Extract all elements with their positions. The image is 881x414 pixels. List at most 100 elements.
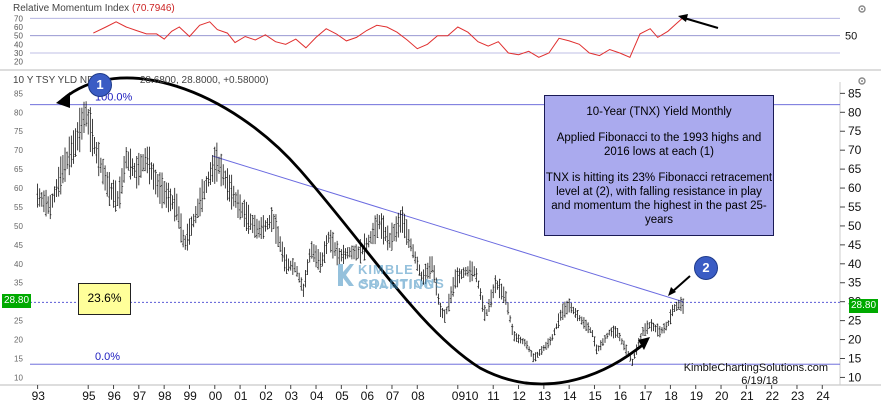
x-tick-label: 24 bbox=[816, 389, 830, 403]
y-tick-label-left: 40 bbox=[14, 260, 23, 269]
rsi-panel-title: Relative Momentum Index (70.7946) bbox=[13, 3, 175, 14]
price-ohlc-text: 28.6800, 28.8000, +0.58000) bbox=[139, 75, 269, 86]
rsi-axis-label: 60 bbox=[14, 23, 23, 32]
y-tick-label: 85 bbox=[848, 86, 862, 100]
y-tick-label: 35 bbox=[848, 276, 862, 290]
rsi-value: (70.7946) bbox=[131, 3, 175, 14]
watermark-line1: KIMBLE CHARTING bbox=[358, 262, 435, 292]
marker-two: 2 bbox=[694, 256, 718, 280]
x-tick-label: 14 bbox=[563, 389, 577, 403]
rsi-axis-label-right: 50 bbox=[845, 31, 857, 43]
x-tick-label: 17 bbox=[639, 389, 653, 403]
y-tick-label: 65 bbox=[848, 162, 862, 176]
x-tick-label: 97 bbox=[133, 389, 147, 403]
x-tick-label: 16 bbox=[614, 389, 628, 403]
annotation-line3: TNX is hitting its 23% Fibonacci retrace… bbox=[545, 172, 773, 226]
x-tick-label: 11 bbox=[487, 389, 500, 403]
settings-gear-icon[interactable] bbox=[857, 4, 867, 14]
falling-resistance-line bbox=[212, 155, 684, 303]
x-tick-label: 08 bbox=[411, 389, 425, 403]
x-tick-label: 02 bbox=[259, 389, 273, 403]
y-tick-label: 80 bbox=[848, 105, 862, 119]
x-tick-label: 23 bbox=[791, 389, 805, 403]
rsi-axis-label: 70 bbox=[14, 14, 23, 23]
x-tick-label: 20 bbox=[715, 389, 729, 403]
watermark-line2: SOLUTIONS bbox=[360, 276, 445, 291]
marker-two-arrowhead bbox=[668, 287, 676, 296]
credit-date: 6/19/18 bbox=[741, 375, 778, 387]
x-tick-label: 95 bbox=[82, 389, 96, 403]
rsi-title-text: Relative Momentum Index bbox=[13, 3, 130, 14]
x-tick-label: 07 bbox=[386, 389, 400, 403]
y-tick-label: 20 bbox=[848, 333, 862, 347]
x-tick-label: 99 bbox=[183, 389, 197, 403]
curve-arrowhead-right bbox=[638, 337, 650, 350]
rsi-axis-label: 50 bbox=[14, 32, 23, 41]
fib-23-badge: 23.6% bbox=[78, 283, 131, 315]
rsi-high-arrow bbox=[683, 17, 719, 29]
marker-two-arrow bbox=[671, 275, 691, 293]
x-tick-label: 18 bbox=[664, 389, 678, 403]
y-tick-label-left: 25 bbox=[14, 317, 23, 326]
x-tick-label: 93 bbox=[32, 389, 46, 403]
last-price-left: 28.80 bbox=[2, 294, 32, 308]
y-tick-label: 15 bbox=[848, 351, 862, 365]
price-panel-title: 10 Y TSY YLD NDX 28.6800, 28.8000, +0.58… bbox=[13, 75, 269, 86]
credit-site: KimbleChartingSolutions.com bbox=[683, 362, 828, 374]
curve-arrowhead-left bbox=[56, 92, 70, 108]
rsi-axis-label: 20 bbox=[14, 58, 23, 67]
y-tick-label: 45 bbox=[848, 238, 862, 252]
annotation-line2: Applied Fibonacci to the 1993 highs and … bbox=[556, 132, 762, 158]
y-tick-label-left: 60 bbox=[14, 184, 23, 193]
y-tick-label-left: 20 bbox=[14, 336, 23, 345]
y-tick-label: 75 bbox=[848, 124, 862, 138]
last-price-right: 28.80 bbox=[849, 299, 879, 313]
watermark-logo: KIMBLE CHARTING SOLUTIONS bbox=[338, 262, 488, 292]
x-tick-label: 15 bbox=[588, 389, 602, 403]
y-tick-label-left: 70 bbox=[14, 146, 23, 155]
y-tick-label: 60 bbox=[848, 181, 862, 195]
x-tick-label: 19 bbox=[690, 389, 704, 403]
x-tick-label: 96 bbox=[108, 389, 122, 403]
annotation-box: 10-Year (TNX) Yield Monthly Applied Fibo… bbox=[544, 95, 774, 236]
y-tick-label-left: 35 bbox=[14, 279, 23, 288]
x-tick-label: 06 bbox=[361, 389, 375, 403]
y-tick-label-left: 65 bbox=[14, 165, 23, 174]
y-tick-label: 25 bbox=[848, 314, 862, 328]
x-tick-label: 12 bbox=[513, 389, 527, 403]
marker-one: 1 bbox=[88, 73, 112, 97]
annotation-line1: 10-Year (TNX) Yield Monthly bbox=[586, 106, 732, 118]
y-tick-label-left: 45 bbox=[14, 241, 23, 250]
x-tick-label: 98 bbox=[158, 389, 172, 403]
rsi-high-arrowhead bbox=[678, 14, 688, 22]
y-tick-label: 70 bbox=[848, 143, 862, 157]
rsi-series-line bbox=[93, 17, 684, 58]
x-tick-label: 03 bbox=[285, 389, 299, 403]
rsi-axis-label: 40 bbox=[14, 40, 23, 49]
y-tick-label-left: 75 bbox=[14, 127, 23, 136]
y-tick-label-left: 55 bbox=[14, 203, 23, 212]
cycle-curve-arrow bbox=[61, 76, 646, 386]
y-tick-label-left: 15 bbox=[14, 354, 23, 363]
x-tick-label: 01 bbox=[234, 389, 248, 403]
x-tick-label: 04 bbox=[310, 389, 324, 403]
x-tick-label: 00 bbox=[209, 389, 223, 403]
x-tick-label: 05 bbox=[335, 389, 349, 403]
y-tick-label-left: 50 bbox=[14, 222, 23, 231]
y-tick-label-left: 85 bbox=[14, 89, 23, 98]
y-tick-label-left: 80 bbox=[14, 108, 23, 117]
price-title-text: 10 Y TSY YLD NDX bbox=[13, 75, 102, 86]
y-tick-label: 10 bbox=[848, 370, 862, 384]
x-tick-label: 21 bbox=[740, 389, 754, 403]
y-tick-label-left: 10 bbox=[14, 373, 23, 382]
settings-gear-icon-2[interactable] bbox=[857, 76, 867, 86]
watermark-k-icon bbox=[338, 264, 354, 286]
rsi-axis-label: 30 bbox=[14, 49, 23, 58]
x-tick-label: 0910 bbox=[452, 389, 479, 403]
y-tick-label: 50 bbox=[848, 219, 862, 233]
fib-level-label: 0.0% bbox=[95, 351, 120, 363]
y-tick-label: 40 bbox=[848, 257, 862, 271]
y-tick-label: 55 bbox=[848, 200, 862, 214]
x-tick-label: 22 bbox=[766, 389, 780, 403]
